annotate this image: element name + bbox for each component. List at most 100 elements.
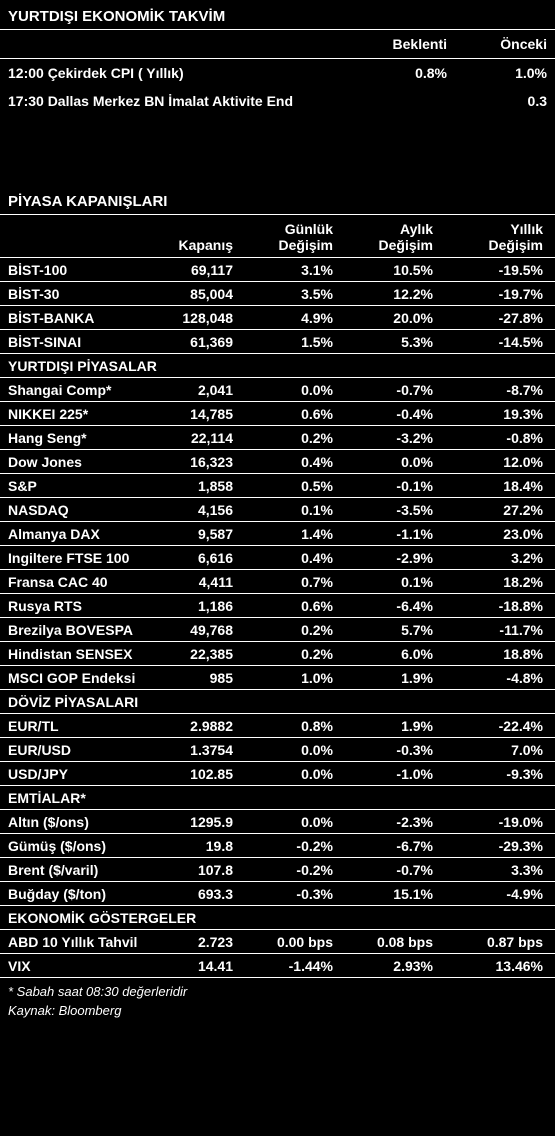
row-daily: -0.2% [233, 862, 333, 878]
data-row: MSCI GOP Endeksi9851.0%1.9%-4.8% [0, 666, 555, 690]
row-daily: 0.4% [233, 550, 333, 566]
row-close: 4,156 [148, 502, 233, 518]
row-monthly: -3.2% [333, 430, 433, 446]
row-close: 107.8 [148, 862, 233, 878]
calendar-label: 17:30 Dallas Merkez BN İmalat Aktivite E… [8, 93, 347, 109]
row-monthly: -6.7% [333, 838, 433, 854]
row-daily: 1.4% [233, 526, 333, 542]
row-label: Hindistan SENSEX [8, 646, 148, 662]
row-close: 2.723 [148, 934, 233, 950]
row-monthly: -6.4% [333, 598, 433, 614]
data-row: NASDAQ4,1560.1%-3.5%27.2% [0, 498, 555, 522]
row-yearly: 3.2% [433, 550, 543, 566]
row-label: Almanya DAX [8, 526, 148, 542]
row-label: VIX [8, 958, 148, 974]
row-close: 16,323 [148, 454, 233, 470]
row-close: 2,041 [148, 382, 233, 398]
row-yearly: -8.7% [433, 382, 543, 398]
row-daily: 0.4% [233, 454, 333, 470]
row-daily: -0.3% [233, 886, 333, 902]
row-close: 85,004 [148, 286, 233, 302]
calendar-expectation [347, 93, 447, 109]
row-monthly: -0.7% [333, 382, 433, 398]
row-label: Hang Seng* [8, 430, 148, 446]
row-close: 69,117 [148, 262, 233, 278]
data-row: Shangai Comp*2,0410.0%-0.7%-8.7% [0, 378, 555, 402]
row-monthly: 0.0% [333, 454, 433, 470]
row-close: 22,114 [148, 430, 233, 446]
row-daily: 1.5% [233, 334, 333, 350]
data-row: Hang Seng*22,1140.2%-3.2%-0.8% [0, 426, 555, 450]
row-yearly: -19.5% [433, 262, 543, 278]
row-close: 693.3 [148, 886, 233, 902]
row-daily: 0.1% [233, 502, 333, 518]
row-monthly: -1.1% [333, 526, 433, 542]
row-monthly: -1.0% [333, 766, 433, 782]
row-monthly: 1.9% [333, 718, 433, 734]
data-row: Altın ($/ons)1295.90.0%-2.3%-19.0% [0, 810, 555, 834]
row-yearly: 0.87 bps [433, 934, 543, 950]
row-monthly: -0.7% [333, 862, 433, 878]
row-daily: 0.0% [233, 814, 333, 830]
row-close: 14,785 [148, 406, 233, 422]
data-row: BİST-3085,0043.5%12.2%-19.7% [0, 282, 555, 306]
row-yearly: -9.3% [433, 766, 543, 782]
calendar-previous: 1.0% [447, 65, 547, 81]
row-daily: 0.7% [233, 574, 333, 590]
row-yearly: 18.8% [433, 646, 543, 662]
row-daily: -1.44% [233, 958, 333, 974]
row-yearly: 27.2% [433, 502, 543, 518]
row-close: 19.8 [148, 838, 233, 854]
markets-header: Kapanış GünlükDeğişim AylıkDeğişim Yıllı… [0, 215, 555, 258]
row-label: EUR/USD [8, 742, 148, 758]
row-label: BİST-SINAI [8, 334, 148, 350]
subsection-title: EKONOMİK GÖSTERGELER [0, 906, 555, 930]
row-daily: 0.2% [233, 646, 333, 662]
row-daily: 3.5% [233, 286, 333, 302]
calendar-header: Beklenti Önceki [0, 30, 555, 59]
row-close: 1,186 [148, 598, 233, 614]
footnote: * Sabah saat 08:30 değerleridir [0, 978, 555, 1001]
row-daily: 0.0% [233, 766, 333, 782]
row-monthly: -2.9% [333, 550, 433, 566]
row-yearly: -19.7% [433, 286, 543, 302]
subsection-title: DÖVİZ PİYASALARI [0, 690, 555, 714]
row-label: Altın ($/ons) [8, 814, 148, 830]
row-yearly: -4.8% [433, 670, 543, 686]
data-row: VIX14.41-1.44%2.93%13.46% [0, 954, 555, 978]
data-row: Ingiltere FTSE 1006,6160.4%-2.9%3.2% [0, 546, 555, 570]
data-row: BİST-BANKA128,0484.9%20.0%-27.8% [0, 306, 555, 330]
data-row: EUR/USD1.37540.0%-0.3%7.0% [0, 738, 555, 762]
row-close: 1295.9 [148, 814, 233, 830]
row-label: BİST-BANKA [8, 310, 148, 326]
row-label: Gümüş ($/ons) [8, 838, 148, 854]
data-row: NIKKEI 225*14,7850.6%-0.4%19.3% [0, 402, 555, 426]
data-row: S&P1,8580.5%-0.1%18.4% [0, 474, 555, 498]
row-daily: 1.0% [233, 670, 333, 686]
header-daily: GünlükDeğişim [233, 221, 333, 253]
row-label: EUR/TL [8, 718, 148, 734]
row-yearly: 12.0% [433, 454, 543, 470]
row-yearly: -27.8% [433, 310, 543, 326]
data-row: Brezilya BOVESPA49,7680.2%5.7%-11.7% [0, 618, 555, 642]
data-row: Brent ($/varil)107.8-0.2%-0.7%3.3% [0, 858, 555, 882]
row-daily: 0.6% [233, 406, 333, 422]
data-row: EUR/TL2.98820.8%1.9%-22.4% [0, 714, 555, 738]
data-row: Rusya RTS1,1860.6%-6.4%-18.8% [0, 594, 555, 618]
row-label: MSCI GOP Endeksi [8, 670, 148, 686]
data-row: Hindistan SENSEX22,3850.2%6.0%18.8% [0, 642, 555, 666]
row-yearly: -0.8% [433, 430, 543, 446]
row-daily: 4.9% [233, 310, 333, 326]
row-yearly: -29.3% [433, 838, 543, 854]
header-close: Kapanış [148, 237, 233, 253]
row-label: Rusya RTS [8, 598, 148, 614]
row-yearly: -14.5% [433, 334, 543, 350]
row-label: NIKKEI 225* [8, 406, 148, 422]
row-close: 4,411 [148, 574, 233, 590]
row-label: ABD 10 Yıllık Tahvil [8, 934, 148, 950]
row-daily: 0.2% [233, 622, 333, 638]
row-yearly: 23.0% [433, 526, 543, 542]
row-daily: 3.1% [233, 262, 333, 278]
row-label: Ingiltere FTSE 100 [8, 550, 148, 566]
row-close: 985 [148, 670, 233, 686]
